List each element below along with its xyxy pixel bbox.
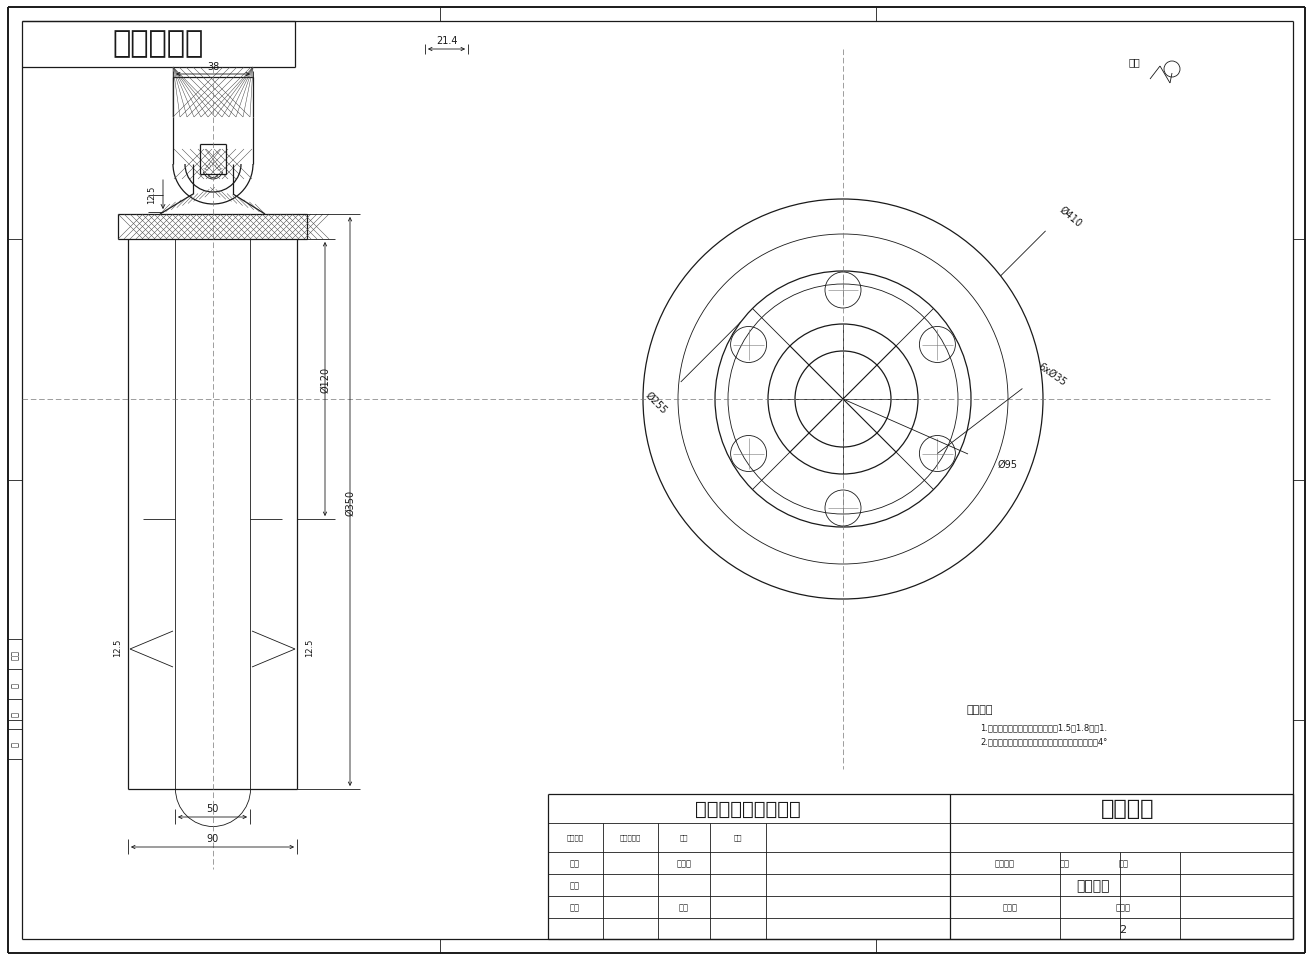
- Text: 产品名称或材料标记: 产品名称或材料标记: [695, 799, 801, 818]
- Text: 12.5: 12.5: [147, 185, 156, 204]
- Text: Ø120: Ø120: [320, 366, 330, 393]
- Text: 90: 90: [206, 833, 219, 843]
- Text: 38: 38: [207, 62, 219, 72]
- Text: 第几页: 第几页: [1116, 902, 1130, 912]
- Text: 登记: 登记: [11, 650, 20, 659]
- Text: 重量: 重量: [1060, 858, 1070, 868]
- Text: 2: 2: [1120, 924, 1127, 934]
- Text: 签字: 签字: [680, 834, 688, 841]
- Text: 1.滑轮的轮槽与其轴孔配合一般为1.5～1.8比。1.: 1.滑轮的轮槽与其轴孔配合一般为1.5～1.8比。1.: [979, 723, 1107, 731]
- Text: Ø410: Ø410: [1057, 205, 1083, 229]
- Text: 技术要求: 技术要求: [966, 704, 993, 714]
- Text: 其余: 其余: [1128, 57, 1140, 67]
- Text: 50: 50: [206, 803, 219, 813]
- Text: 图: 图: [11, 681, 20, 687]
- Text: 日期: 日期: [734, 834, 742, 841]
- Text: 共几页: 共几页: [1003, 902, 1018, 912]
- Text: 书: 书: [11, 712, 20, 717]
- Text: 图样标记: 图样标记: [995, 858, 1015, 868]
- Text: 21.4: 21.4: [436, 36, 457, 46]
- Text: 12.5: 12.5: [113, 638, 122, 656]
- Text: 更改文件号: 更改文件号: [620, 834, 641, 841]
- Text: 工艺: 工艺: [570, 902, 580, 912]
- Text: 审核: 审核: [570, 880, 580, 890]
- Text: 标准化: 标准化: [676, 858, 692, 868]
- Text: 日期: 日期: [679, 902, 689, 912]
- Text: 宇青山人: 宇青山人: [1102, 799, 1154, 818]
- Text: 12.5: 12.5: [306, 638, 315, 656]
- Text: 2.钉丝绳进入或退出滑轮时偏移总偏高角度应不大于4°: 2.钉丝绳进入或退出滑轮时偏移总偏高角度应不大于4°: [979, 737, 1107, 746]
- Text: Ø255: Ø255: [643, 390, 668, 415]
- Text: 重费比例: 重费比例: [1077, 878, 1109, 892]
- Text: 6xØ35: 6xØ35: [1036, 361, 1069, 387]
- Text: Ø350: Ø350: [345, 489, 355, 515]
- Text: 设计: 设计: [570, 858, 580, 868]
- Text: 局部表面图: 局部表面图: [113, 30, 204, 59]
- Text: Ø95: Ø95: [998, 459, 1018, 470]
- Text: 标识处数: 标识处数: [566, 834, 583, 841]
- Text: 号: 号: [11, 742, 20, 747]
- Text: 比例: 比例: [1119, 858, 1129, 868]
